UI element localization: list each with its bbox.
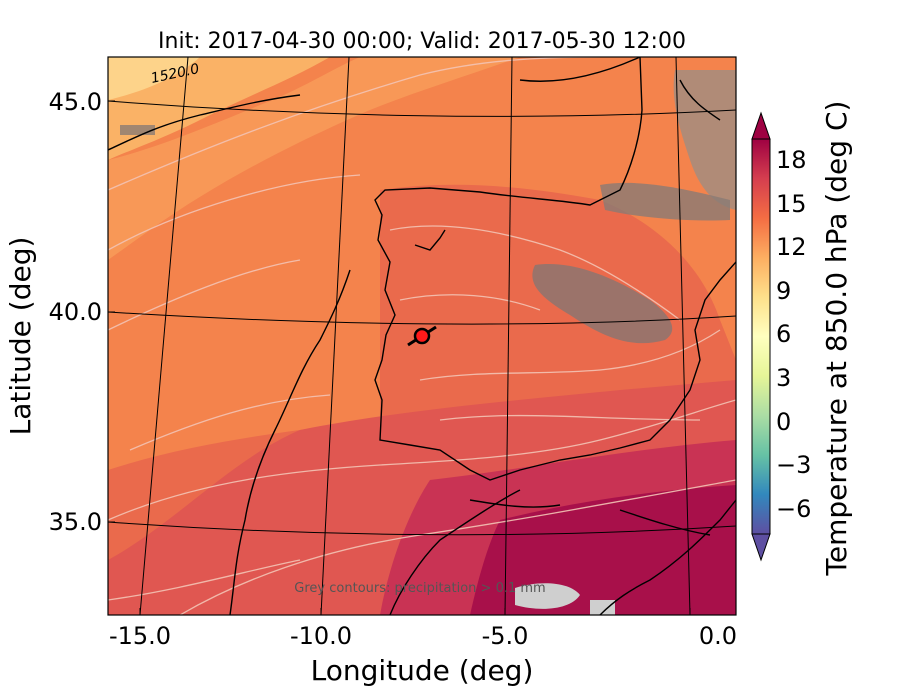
- map-area: 1520.0 Grey contours: precipitation > 0.…: [108, 57, 736, 615]
- y-axis-label: Latitude (deg): [4, 237, 37, 436]
- precipitation-note: Grey contours: precipitation > 0.1 mm: [294, 581, 545, 596]
- colorbar-tick-label: 15: [776, 190, 807, 218]
- colorbar-tick-label: −6: [776, 495, 811, 523]
- colorbar-gradient: [751, 138, 771, 535]
- map-frame: [107, 56, 737, 616]
- colorbar-tick-label: 9: [776, 277, 791, 305]
- colorbar-max-arrow: [751, 111, 771, 140]
- x-tick-label: -5.0: [482, 622, 529, 650]
- x-tick-label: -10.0: [290, 622, 352, 650]
- y-tick-label: 45.0: [49, 88, 102, 116]
- colorbar-tick-label: 3: [776, 364, 791, 392]
- colorbar-min-arrow: [751, 533, 771, 562]
- y-tick-label: 35.0: [49, 508, 102, 536]
- y-axis: 45.0 40.0 35.0 Latitude (deg): [4, 88, 115, 536]
- colorbar-tick-label: 0: [776, 408, 791, 436]
- colorbar-label: Temperature at 850.0 hPa (deg C): [820, 101, 853, 577]
- colorbar: 18 15 12 9 6 3 0 −3 −6 Temperature at 85…: [751, 101, 853, 577]
- y-tick-label: 40.0: [49, 298, 102, 326]
- colorbar-tick-label: −3: [776, 451, 811, 479]
- x-axis-label: Longitude (deg): [311, 654, 534, 687]
- x-tick-label: 0.0: [699, 622, 737, 650]
- colorbar-tick-label: 18: [776, 146, 807, 174]
- plot-title: Init: 2017-04-30 00:00; Valid: 2017-05-3…: [158, 29, 686, 54]
- x-axis: -15.0 -10.0 -5.0 0.0 Longitude (deg): [109, 608, 737, 687]
- x-tick-label: -15.0: [109, 622, 171, 650]
- colorbar-tick-label: 12: [776, 233, 807, 261]
- location-marker: [413, 327, 431, 345]
- colorbar-tick-label: 6: [776, 320, 791, 348]
